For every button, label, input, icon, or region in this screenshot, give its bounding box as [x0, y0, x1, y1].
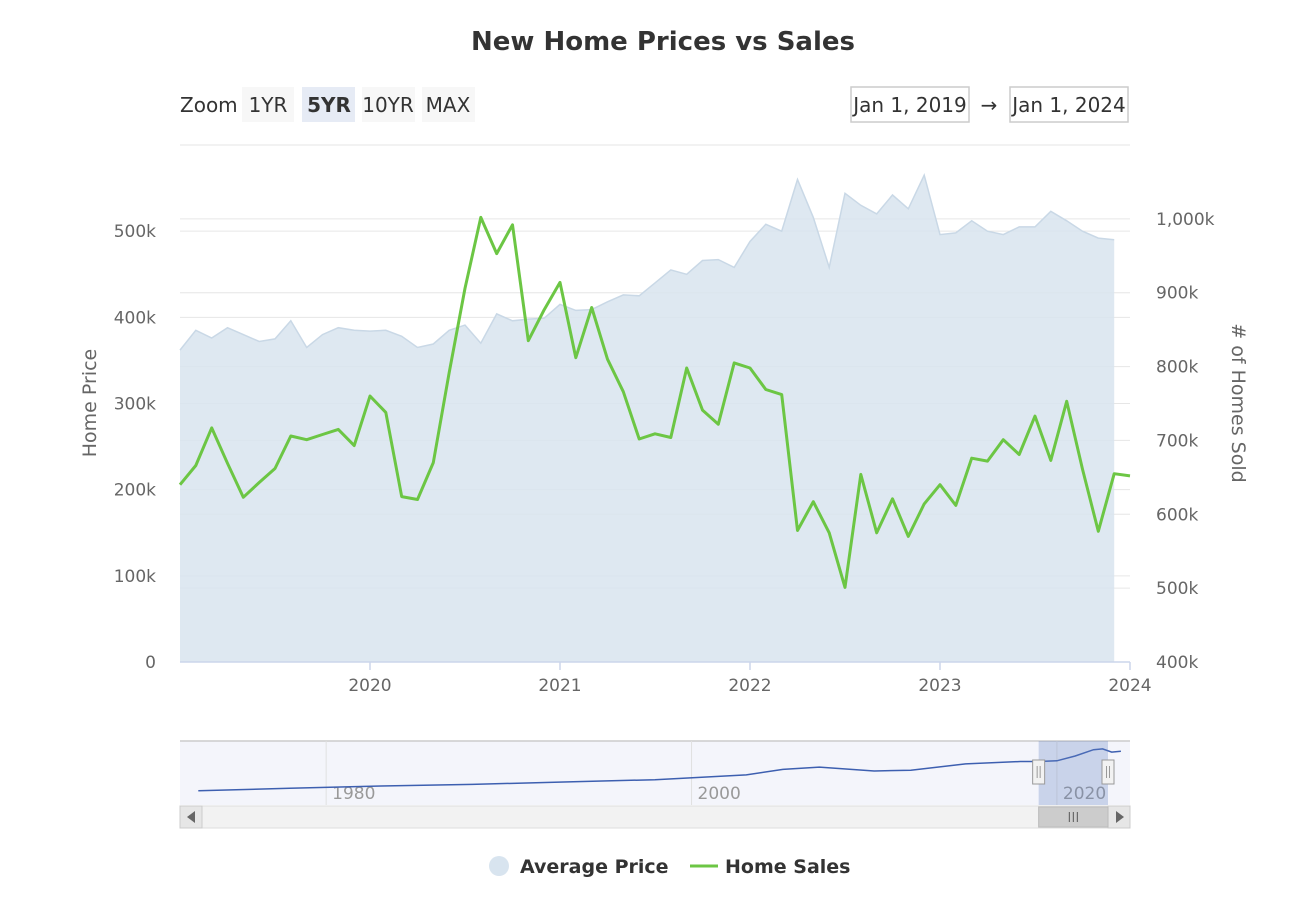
x-tick-label: 2021: [538, 676, 581, 696]
y-axis-left-title: Home Price: [79, 349, 101, 458]
legend-item-average-price[interactable]: Average Price: [489, 856, 669, 878]
range-from-input[interactable]: Jan 1, 2019: [850, 86, 970, 123]
legend-average-price-symbol: [489, 856, 509, 876]
navigator-handle-left[interactable]: [1032, 759, 1046, 785]
legend-average-price-label: Average Price: [520, 856, 669, 878]
y-right-tick-label: 600k: [1156, 505, 1198, 525]
navigator-background: [180, 741, 1130, 805]
range-to-value: Jan 1, 2024: [1010, 93, 1126, 117]
navigator-tick-label: 2000: [698, 784, 741, 804]
axes: 0 100k 200k 300k 400k 500k 400k 500k 600k 700k 800…: [114, 210, 1215, 696]
y-right-tick-label: 700k: [1156, 431, 1198, 451]
x-tick-label: 2022: [728, 676, 771, 696]
average-price-fill: [180, 175, 1115, 662]
y-left-tick-label: 400k: [114, 308, 156, 328]
zoom-label: Zoom: [180, 93, 238, 117]
zoom-button-1yr-label: 1YR: [249, 93, 288, 117]
average-price-area: [179, 173, 1115, 662]
scroll-left-arrow-icon: [187, 811, 195, 823]
zoom-button-5yr[interactable]: 5YR: [302, 87, 355, 122]
zoom-button-10yr[interactable]: 10YR: [362, 87, 415, 122]
zoom-button-5yr-label: 5YR: [307, 93, 351, 117]
navigator[interactable]: 1980 2000 2020: [179, 740, 1131, 829]
chart-title: New Home Prices vs Sales: [471, 27, 855, 57]
x-tick-label: 2020: [348, 676, 391, 696]
y-left-tick-label: 200k: [114, 481, 156, 501]
navigator-selection[interactable]: [1038, 741, 1108, 805]
x-tick-label: 2024: [1108, 676, 1151, 696]
navigator-handle-right[interactable]: [1101, 759, 1115, 785]
navigator-series: [198, 748, 1121, 792]
y-right-tick-label: 800k: [1156, 358, 1198, 378]
x-tick-label: 2023: [918, 676, 961, 696]
home-sales-path: [178, 215, 1131, 589]
y-left-tick-label: 0: [145, 653, 156, 673]
average-price-outline: [179, 173, 1115, 351]
range-from-value: Jan 1, 2019: [851, 93, 967, 117]
zoom-button-max-label: MAX: [426, 93, 471, 117]
y-left-tick-label: 300k: [114, 395, 156, 415]
y-right-tick-label: 900k: [1156, 284, 1198, 304]
legend-item-home-sales[interactable]: Home Sales: [690, 856, 850, 878]
legend: Average Price Home Sales: [489, 856, 850, 878]
y-left-tick-label: 100k: [114, 567, 156, 587]
scroll-right-arrow-icon: [1116, 811, 1124, 823]
zoom-button-max[interactable]: MAX: [422, 87, 475, 122]
y-right-tick-label: 400k: [1156, 653, 1198, 673]
home-sales-line: [178, 215, 1131, 589]
zoom-button-10yr-label: 10YR: [362, 93, 414, 117]
zoom-button-1yr[interactable]: 1YR: [242, 87, 294, 122]
navigator-tick-label: 1980: [332, 784, 375, 804]
y-right-tick-label: 500k: [1156, 579, 1198, 599]
y-right-tick-label: 1,000k: [1156, 210, 1215, 230]
navigator-tick-label: 2020: [1063, 784, 1106, 804]
range-arrow: →: [981, 93, 998, 117]
scrollbar-track[interactable]: [179, 805, 1131, 829]
legend-home-sales-label: Home Sales: [725, 856, 850, 878]
y-axis-right-title: # of Homes Sold: [1227, 323, 1249, 482]
range-to-input[interactable]: Jan 1, 2024: [1009, 86, 1129, 123]
y-left-tick-label: 500k: [114, 222, 156, 242]
